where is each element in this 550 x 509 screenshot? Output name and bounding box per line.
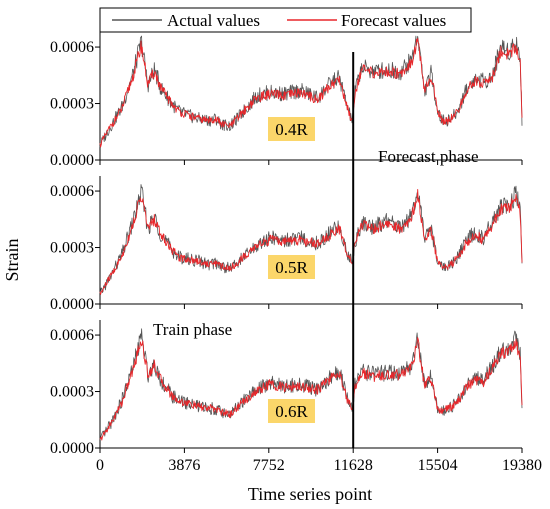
legend-actual-label: Actual values (167, 11, 260, 30)
y-tick-label: 0.0006 (50, 39, 94, 56)
tag-badge (268, 117, 315, 141)
x-tick-label: 15504 (418, 457, 458, 474)
y-tick-label: 0.0006 (50, 183, 94, 200)
y-tick-label: 0.0000 (50, 152, 94, 169)
x-tick-label: 0 (96, 457, 104, 474)
y-tick-label: 0.0003 (50, 240, 94, 257)
forecast-series-line (99, 37, 523, 148)
y-tick-label: 0.0003 (50, 384, 94, 401)
tag-label: 0.5R (275, 258, 308, 277)
tag-badge (268, 399, 315, 423)
legend-forecast-label: Forecast values (341, 11, 446, 30)
tag-label: 0.6R (275, 402, 308, 421)
y-tick-label: 0.0003 (50, 96, 94, 113)
x-tick-label: 11628 (333, 457, 372, 474)
tag-badge (268, 255, 315, 279)
x-tick-label: 7752 (253, 457, 285, 474)
panel-0.4R: 0.0000 0.0003 0.0006 0.4R (50, 32, 523, 169)
tag-label: 0.4R (275, 120, 308, 139)
legend: Actual values Forecast values (99, 7, 472, 33)
y-tick-label: 0.0006 (50, 327, 94, 344)
x-axis-title: Time series point (248, 484, 372, 504)
y-tick-label: 0.0000 (50, 296, 94, 313)
x-tick-label: 3876 (168, 457, 200, 474)
forecast-series-line (99, 337, 523, 441)
panel-0.6R: 0.0000 0.0003 0.0006 0 3876 7752 11628 15504 193… (50, 320, 542, 474)
y-tick-label: 0.0000 (50, 440, 94, 457)
y-axis-title: Strain (2, 239, 22, 282)
panel-0.5R: 0.0000 0.0003 0.0006 0.5R (50, 176, 523, 313)
forecast-series-line (99, 188, 523, 295)
forecast-phase-label: Forecast phase (378, 147, 479, 166)
x-tick-label: 19380 (502, 457, 542, 474)
actual-series-line (99, 328, 523, 440)
train-phase-label: Train phase (153, 320, 232, 339)
